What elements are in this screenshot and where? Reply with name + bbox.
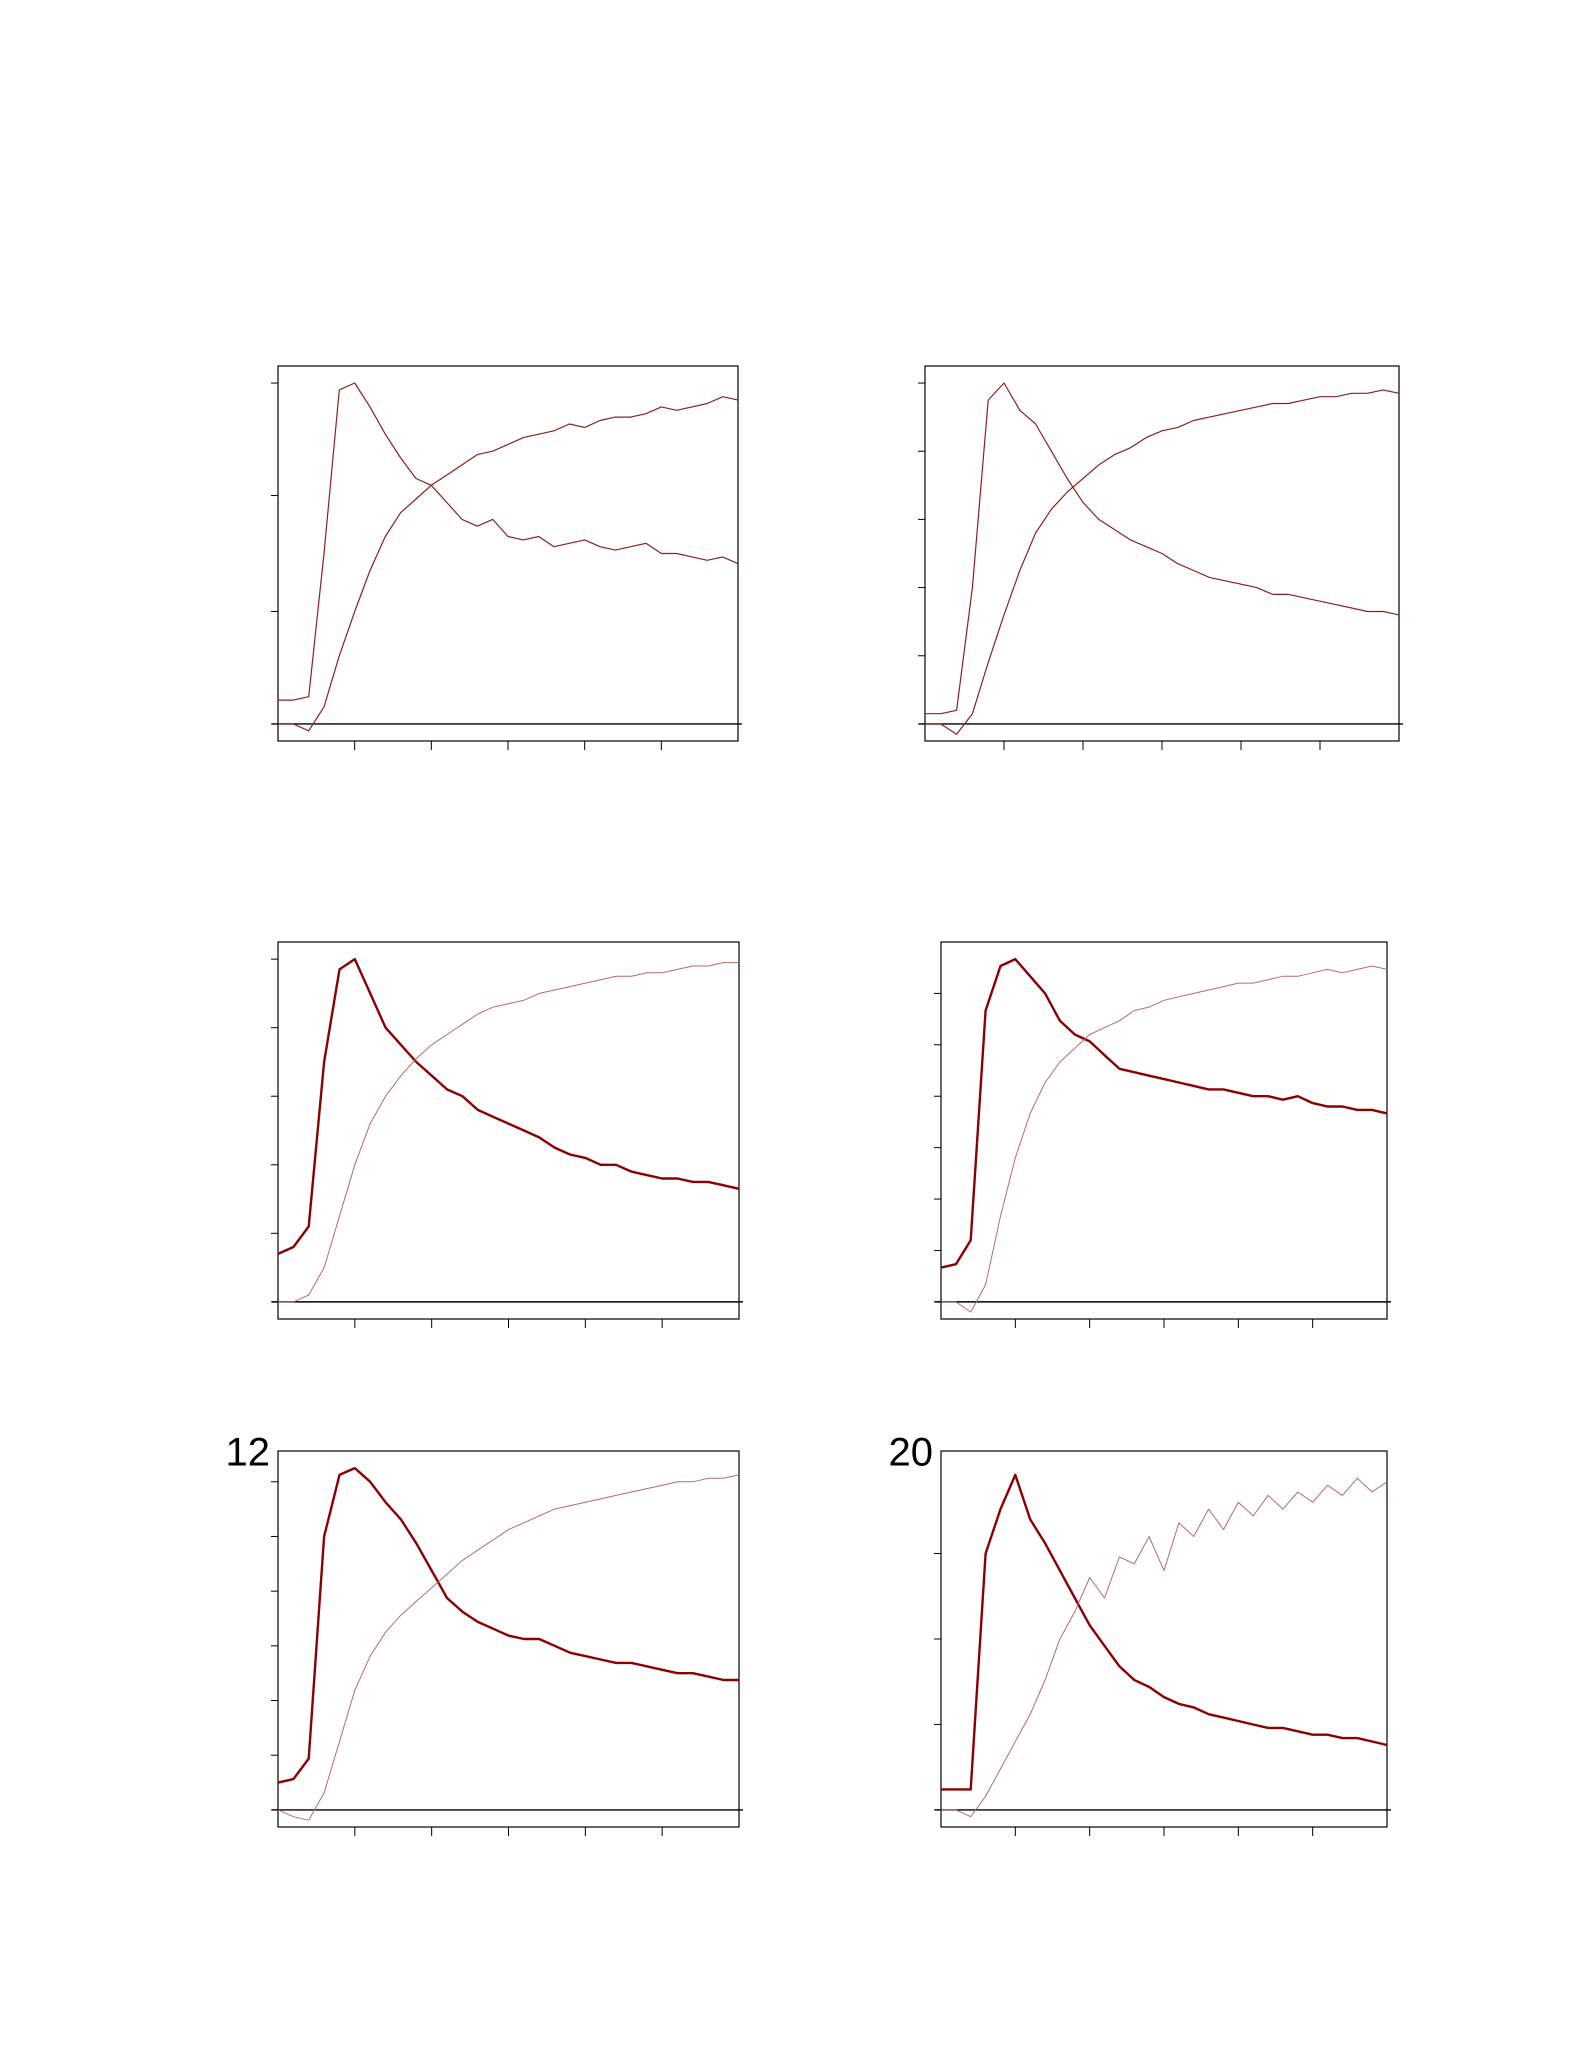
panel-label: 12	[226, 1431, 271, 1475]
plot-frame	[940, 1450, 1388, 1828]
series-line	[277, 1474, 740, 1821]
series-line	[278, 396, 739, 732]
series-line	[941, 1473, 1388, 1791]
panel-label: 20	[889, 1431, 934, 1475]
plot-frame	[277, 941, 740, 1320]
series-line	[277, 957, 740, 1255]
series-line	[278, 382, 739, 701]
series-line	[925, 389, 1400, 735]
plot-frame	[277, 1450, 740, 1828]
series-line	[277, 1466, 739, 1784]
series-line	[941, 965, 1388, 1313]
series-line	[941, 1477, 1388, 1818]
series-line	[925, 382, 1400, 715]
series-line	[278, 962, 739, 1303]
plot-frame	[940, 941, 1388, 1320]
series-line	[940, 957, 1388, 1269]
